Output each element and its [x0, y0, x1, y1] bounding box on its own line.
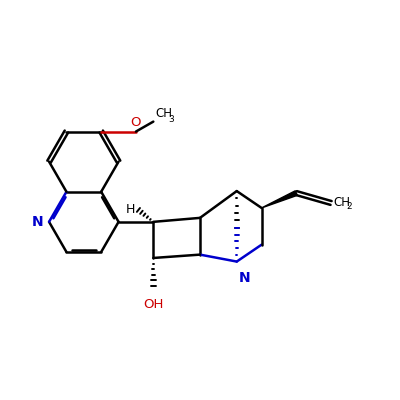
Text: CH: CH	[155, 107, 172, 120]
Text: CH: CH	[333, 196, 350, 210]
Text: 3: 3	[168, 115, 174, 124]
Text: H: H	[126, 204, 135, 216]
Text: 2: 2	[346, 202, 352, 212]
Polygon shape	[262, 191, 297, 208]
Text: N: N	[239, 272, 250, 286]
Text: O: O	[131, 116, 141, 128]
Text: OH: OH	[143, 298, 164, 311]
Text: N: N	[32, 215, 43, 229]
